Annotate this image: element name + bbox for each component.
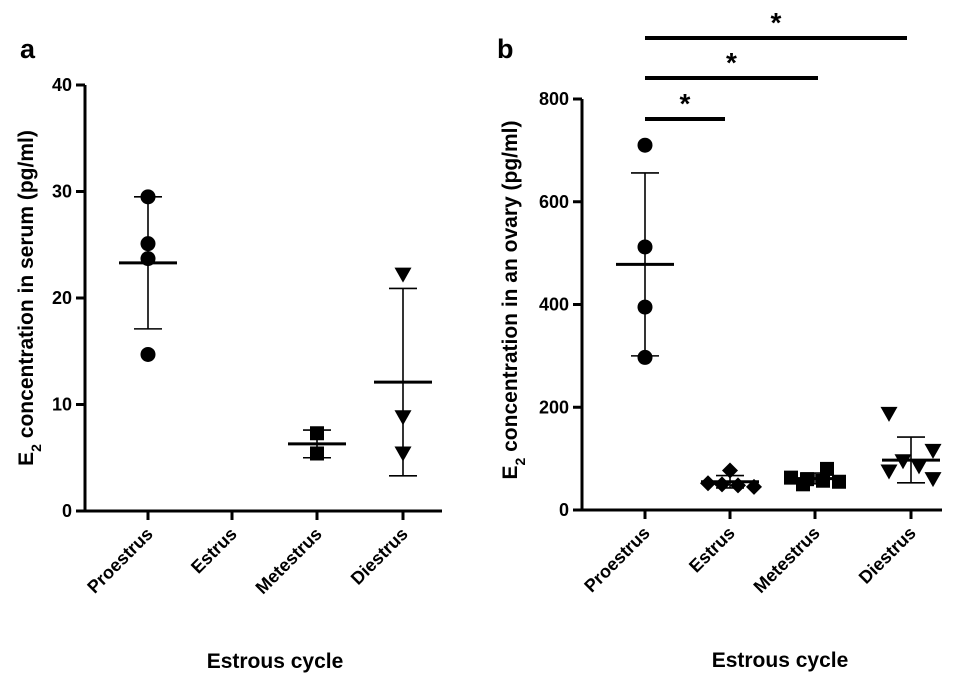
- panel-a-proestrus-data-point: [140, 236, 156, 252]
- panel-b-metestrus-data-point: [796, 477, 810, 492]
- panel-b-y-tick-label: 0: [559, 500, 569, 520]
- panel-b-y-tick-label: 200: [539, 397, 569, 417]
- panel-a-label: a: [20, 34, 36, 64]
- panel-a-diestrus-data-point: [394, 267, 412, 283]
- panel-b-metestrus-data-point: [784, 470, 798, 485]
- panel-a-y-title-rest: concentration in serum (pg/ml): [15, 130, 38, 444]
- panel-a-x-tick-label: Proestrus: [83, 524, 157, 598]
- panel-b-ovary-chart: b E2 concentration in an ovary (pg/ml) E…: [497, 7, 942, 672]
- panel-b-metestrus-data-point: [832, 474, 846, 489]
- panel-b-y-title-subscript: 2: [512, 458, 528, 466]
- panel-b-y-tick-label: 800: [539, 89, 569, 109]
- panel-b-estrus-data-point: [730, 477, 746, 494]
- panel-b-significance-star: *: [771, 7, 782, 38]
- panel-b-y-axis-title: E2 concentration in an ovary (pg/ml): [499, 120, 528, 479]
- panel-b-x-tick-label: Metestrus: [750, 523, 824, 597]
- panel-a-y-tick-label: 40: [52, 75, 72, 95]
- panel-b-estrus-data-point: [700, 475, 716, 492]
- panel-b-proestrus-data-point: [637, 137, 653, 153]
- panel-a-diestrus-data-point: [394, 410, 412, 426]
- panel-b-estrus-data-point: [722, 462, 738, 479]
- panel-b-x-tick-label: Estrus: [685, 523, 739, 577]
- panel-b-metestrus-data-point: [816, 473, 830, 488]
- panel-b-y-tick-label: 600: [539, 192, 569, 212]
- panel-b-y-title-rest: concentration in an ovary (pg/ml): [499, 120, 522, 457]
- panel-a-y-tick-label: 10: [52, 395, 72, 415]
- panel-b-y-title-e: E: [499, 466, 522, 480]
- panel-a-metestrus-data-point: [310, 426, 324, 441]
- panel-a-y-title-subscript: 2: [28, 444, 44, 452]
- panel-b-estrus-data-point: [746, 478, 762, 495]
- panel-b-diestrus-data-point: [924, 443, 942, 459]
- panel-b-diestrus-data-point: [880, 464, 898, 480]
- panel-a-proestrus-data-point: [140, 251, 156, 267]
- panel-a-proestrus-data-point: [140, 346, 156, 362]
- panel-b-label: b: [497, 34, 514, 64]
- panel-b-diestrus-data-point: [924, 472, 942, 488]
- panel-a-y-tick-label: 30: [52, 182, 72, 202]
- panel-b-significance-star: *: [726, 47, 737, 78]
- panel-b-x-tick-label: Diestrus: [855, 523, 920, 588]
- panel-b-estrus-data-point: [714, 476, 730, 493]
- panel-a-x-axis-title: Estrous cycle: [207, 650, 344, 673]
- panel-a-y-tick-label: 20: [52, 288, 72, 308]
- panel-b-x-axis-title: Estrous cycle: [712, 649, 849, 672]
- panel-b-diestrus-data-point: [894, 454, 912, 470]
- panel-b-proestrus-data-point: [637, 239, 653, 255]
- panel-b-y-tick-label: 400: [539, 295, 569, 315]
- panel-a-proestrus-data-point: [140, 189, 156, 205]
- panel-a-y-tick-label: 0: [62, 501, 72, 521]
- panel-b-x-tick-label: Proestrus: [580, 523, 654, 597]
- panel-b-metestrus-data-point: [820, 461, 834, 476]
- panel-a-metestrus-data-point: [310, 446, 324, 461]
- panel-b-diestrus-data-point: [880, 406, 898, 422]
- panel-b-significance-star: *: [680, 88, 691, 119]
- panel-a-y-axis-title: E2 concentration in serum (pg/ml): [15, 130, 44, 466]
- panel-a-y-title-e: E: [15, 452, 38, 466]
- panel-b-proestrus-data-point: [637, 349, 653, 365]
- panel-a-x-tick-label: Estrus: [187, 524, 241, 578]
- panel-b-diestrus-data-point: [910, 459, 928, 475]
- panel-a-x-tick-label: Diestrus: [347, 524, 412, 589]
- panel-a-diestrus-data-point: [394, 446, 412, 462]
- panel-b-proestrus-data-point: [637, 299, 653, 315]
- panel-a-x-tick-label: Metestrus: [252, 524, 326, 598]
- panel-a-serum-chart: a E2 concentration in serum (pg/ml) Estr…: [15, 34, 442, 673]
